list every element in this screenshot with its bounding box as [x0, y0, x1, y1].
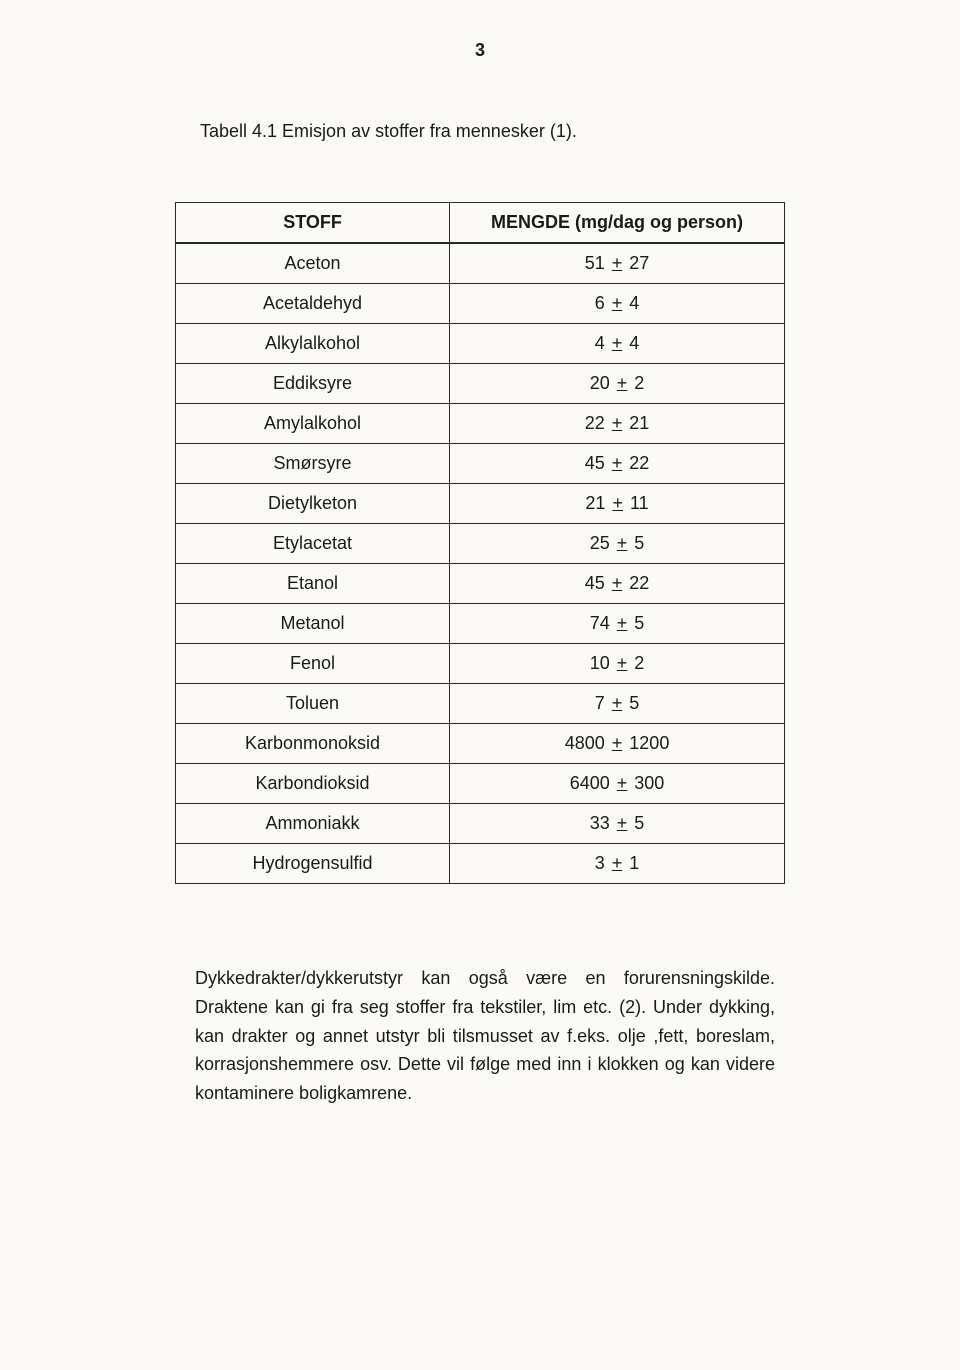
cell-stoff: Etanol [176, 564, 450, 604]
cell-stoff: Eddiksyre [176, 364, 450, 404]
cell-mengde: 33 + 5 [450, 804, 785, 844]
plus-minus-symbol: + [615, 533, 630, 553]
cell-stoff: Karbonmonoksid [176, 724, 450, 764]
cell-stoff: Fenol [176, 644, 450, 684]
cell-mengde: 22 + 21 [450, 404, 785, 444]
cell-mengde: 7 + 5 [450, 684, 785, 724]
cell-mengde: 21 + 11 [450, 484, 785, 524]
plus-minus-symbol: + [610, 733, 625, 753]
document-page: 3 Tabell 4.1 Emisjon av stoffer fra menn… [0, 0, 960, 1370]
cell-mengde: 3 + 1 [450, 844, 785, 884]
cell-mengde: 74 + 5 [450, 604, 785, 644]
cell-stoff: Acetaldehyd [176, 284, 450, 324]
table-row: Karbonmonoksid4800 + 1200 [176, 724, 785, 764]
cell-stoff: Dietylketon [176, 484, 450, 524]
table-row: Eddiksyre20 + 2 [176, 364, 785, 404]
column-header-mengde: MENGDE (mg/dag og person) [450, 203, 785, 244]
plus-minus-symbol: + [610, 293, 625, 313]
cell-mengde: 4 + 4 [450, 324, 785, 364]
cell-mengde: 6 + 4 [450, 284, 785, 324]
cell-mengde: 20 + 2 [450, 364, 785, 404]
cell-stoff: Metanol [176, 604, 450, 644]
table-row: Etylacetat25 + 5 [176, 524, 785, 564]
cell-mengde: 51 + 27 [450, 243, 785, 284]
table-row: Etanol45 + 22 [176, 564, 785, 604]
cell-mengde: 6400 + 300 [450, 764, 785, 804]
cell-mengde: 4800 + 1200 [450, 724, 785, 764]
column-header-stoff: STOFF [176, 203, 450, 244]
table-row: Fenol10 + 2 [176, 644, 785, 684]
cell-stoff: Aceton [176, 243, 450, 284]
plus-minus-symbol: + [615, 373, 630, 393]
table-row: Amylalkohol22 + 21 [176, 404, 785, 444]
table-row: Ammoniakk33 + 5 [176, 804, 785, 844]
table-row: Aceton51 + 27 [176, 243, 785, 284]
plus-minus-symbol: + [615, 613, 630, 633]
cell-stoff: Smørsyre [176, 444, 450, 484]
plus-minus-symbol: + [610, 853, 625, 873]
plus-minus-symbol: + [615, 653, 630, 673]
table-row: Hydrogensulfid3 + 1 [176, 844, 785, 884]
plus-minus-symbol: + [610, 333, 625, 353]
body-paragraph: Dykkedrakter/dykkerutstyr kan også være … [195, 964, 775, 1108]
cell-mengde: 45 + 22 [450, 444, 785, 484]
cell-mengde: 25 + 5 [450, 524, 785, 564]
cell-mengde: 10 + 2 [450, 644, 785, 684]
cell-stoff: Ammoniakk [176, 804, 450, 844]
table-row: Toluen7 + 5 [176, 684, 785, 724]
table-header-row: STOFF MENGDE (mg/dag og person) [176, 203, 785, 244]
plus-minus-symbol: + [610, 493, 625, 513]
cell-stoff: Etylacetat [176, 524, 450, 564]
table-body: Aceton51 + 27Acetaldehyd6 + 4Alkylalkoho… [176, 243, 785, 884]
plus-minus-symbol: + [610, 453, 625, 473]
table-row: Alkylalkohol4 + 4 [176, 324, 785, 364]
table-row: Smørsyre45 + 22 [176, 444, 785, 484]
cell-stoff: Alkylalkohol [176, 324, 450, 364]
plus-minus-symbol: + [610, 253, 625, 273]
plus-minus-symbol: + [615, 813, 630, 833]
table-row: Karbondioksid6400 + 300 [176, 764, 785, 804]
page-number: 3 [90, 40, 870, 61]
plus-minus-symbol: + [615, 773, 630, 793]
plus-minus-symbol: + [610, 573, 625, 593]
table-row: Metanol74 + 5 [176, 604, 785, 644]
plus-minus-symbol: + [610, 413, 625, 433]
cell-stoff: Hydrogensulfid [176, 844, 450, 884]
emissions-table: STOFF MENGDE (mg/dag og person) Aceton51… [175, 202, 785, 884]
cell-stoff: Amylalkohol [176, 404, 450, 444]
cell-stoff: Karbondioksid [176, 764, 450, 804]
table-caption: Tabell 4.1 Emisjon av stoffer fra mennes… [200, 121, 870, 142]
table-row: Acetaldehyd6 + 4 [176, 284, 785, 324]
plus-minus-symbol: + [610, 693, 625, 713]
cell-mengde: 45 + 22 [450, 564, 785, 604]
table-row: Dietylketon21 + 11 [176, 484, 785, 524]
cell-stoff: Toluen [176, 684, 450, 724]
